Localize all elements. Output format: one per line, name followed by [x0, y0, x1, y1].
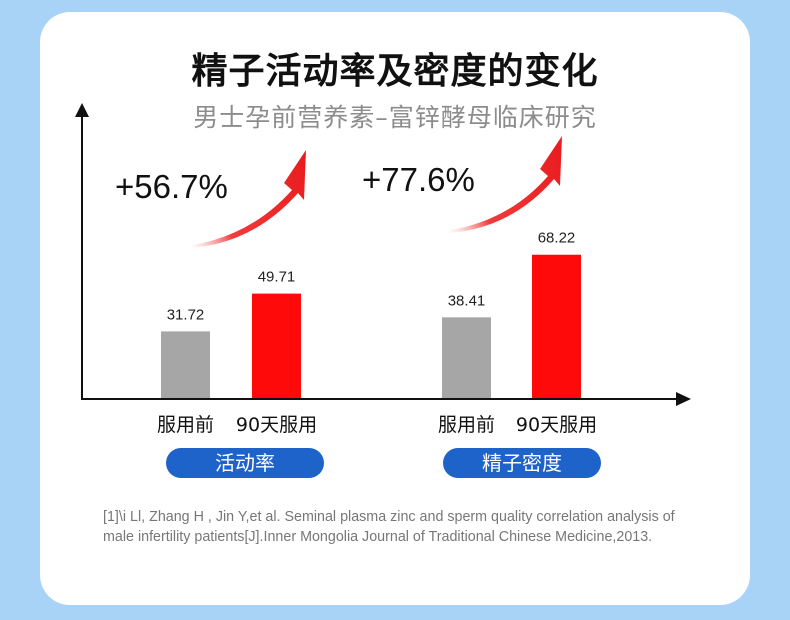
bar-value-label: 68.22: [538, 230, 576, 247]
category-tick-label: 90天服用: [516, 414, 597, 436]
content-card: [40, 12, 750, 605]
bar: [442, 317, 491, 398]
x-axis-arrowhead: [676, 392, 691, 406]
increase-percent-label: +77.6%: [362, 161, 475, 198]
bar: [532, 254, 581, 398]
category-tick-label: 90天服用: [236, 414, 317, 436]
category-tick-label: 服用前: [157, 414, 214, 436]
group-pill-motility: 活动率: [166, 448, 324, 478]
bar-value-label: 31.72: [167, 306, 205, 323]
bar: [252, 293, 301, 398]
category-tick-label: 服用前: [438, 414, 495, 436]
bar-value-label: 49.71: [258, 269, 296, 286]
bar: [161, 331, 210, 398]
bar-value-label: 38.41: [448, 292, 486, 309]
group-pill-density: 精子密度: [443, 448, 601, 478]
y-axis-arrowhead: [75, 103, 89, 117]
chart-subtitle: 男士孕前营养素–富锌酵母临床研究: [193, 103, 597, 132]
increase-percent-label: +56.7%: [115, 168, 228, 205]
reference-citation: [1]\i Ll, Zhang H , Jin Y,et al. Seminal…: [103, 509, 675, 545]
chart-title: 精子活动率及密度的变化: [191, 51, 599, 92]
